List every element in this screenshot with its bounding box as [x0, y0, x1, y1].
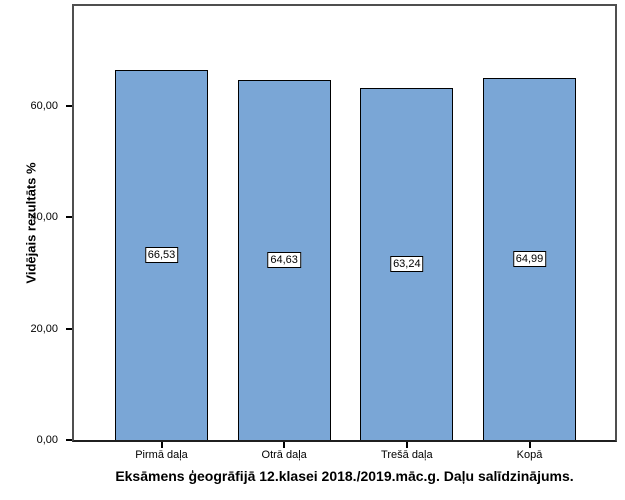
chart-title: Eksāmens ģeogrāfijā 12.klasei 2018./2019… [115, 468, 574, 484]
x-tick-mark [160, 442, 163, 448]
y-tick-mark [66, 439, 72, 441]
y-tick-mark [66, 327, 72, 330]
bar-value-label: 66,53 [144, 246, 179, 263]
y-tick-label: 40,00 [30, 211, 58, 224]
bar-value-label: 63,24 [390, 256, 424, 273]
x-category-label: Pirmā daļa [135, 449, 188, 461]
y-tick-label: 60,00 [30, 100, 58, 113]
x-tick-mark [283, 442, 286, 448]
y-tick-mark [66, 216, 72, 219]
x-category-label: Otrā daļa [261, 449, 307, 461]
bar-value-label: 64,63 [267, 252, 301, 269]
bar-value-label: 64,99 [512, 251, 547, 268]
plot-area: 0,00 20,00 40,00 60,00 66,53 Pirmā daļa 64,63 O… [30, 4, 617, 461]
x-category-label: Kopā [516, 449, 543, 461]
y-tick-mark [66, 105, 72, 108]
x-tick-mark [405, 442, 408, 448]
y-tick-label: 20,00 [30, 322, 58, 335]
x-category-label: Trešā daļa [381, 449, 433, 461]
y-tick-label: 0,00 [36, 434, 58, 446]
x-tick-mark [528, 442, 531, 448]
